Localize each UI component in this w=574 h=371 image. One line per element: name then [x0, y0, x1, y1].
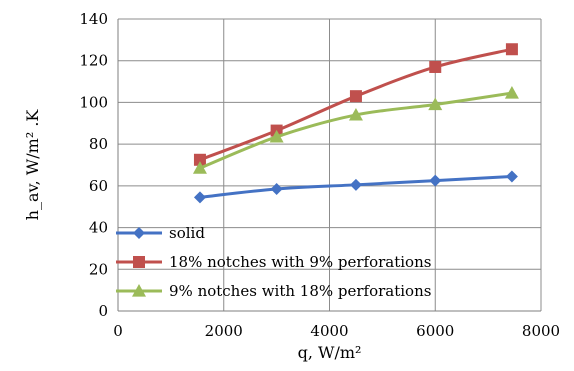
data-point [193, 153, 206, 166]
axis-titles: q, W/m² h_av, W/m² .K [23, 109, 361, 362]
y-tick-label: 140 [79, 10, 108, 28]
data-point [270, 182, 283, 195]
x-tick-label: 0 [113, 322, 123, 340]
data-point [193, 191, 206, 204]
legend-label: 9% notches with 18% perforations [169, 282, 431, 300]
legend: solid 18% notches with 9% perforations 9% … [116, 224, 431, 300]
legend-marker [133, 227, 145, 239]
data-point [504, 86, 519, 99]
data-point [429, 60, 442, 73]
y-tick-label: 100 [79, 93, 108, 111]
data-point [348, 107, 363, 121]
data-point [428, 97, 443, 111]
legend-marker [132, 284, 146, 297]
axes: 0 20 40 60 80 100 120 140 0 2000 4000 6000 8000 [79, 10, 560, 340]
data-point [269, 129, 284, 143]
grid [118, 18, 542, 311]
data-point [505, 43, 518, 56]
legend-label: solid [169, 224, 205, 242]
y-tick-label: 120 [79, 52, 108, 70]
y-tick-label: 0 [98, 302, 108, 320]
series [192, 43, 519, 204]
series-line [199, 47, 513, 162]
y-axis-title: h_av, W/m² .K [23, 109, 42, 221]
data-point [349, 90, 362, 103]
data-point [192, 161, 207, 174]
y-tick-label: 60 [89, 177, 108, 195]
x-tick-label: 2000 [205, 322, 243, 340]
x-tick-label: 6000 [416, 322, 454, 340]
y-tick-label: 20 [89, 260, 108, 278]
data-point [349, 178, 362, 191]
series-line [199, 91, 513, 170]
x-axis-title: q, W/m² [298, 343, 362, 362]
data-point [505, 170, 518, 183]
legend-label: 18% notches with 9% perforations [169, 253, 431, 271]
y-tick-label: 80 [89, 135, 108, 153]
x-tick-label: 4000 [310, 322, 348, 340]
x-tick-label: 8000 [522, 322, 560, 340]
legend-marker [133, 256, 145, 268]
y-tick-label: 40 [89, 219, 108, 237]
data-point [429, 174, 442, 187]
